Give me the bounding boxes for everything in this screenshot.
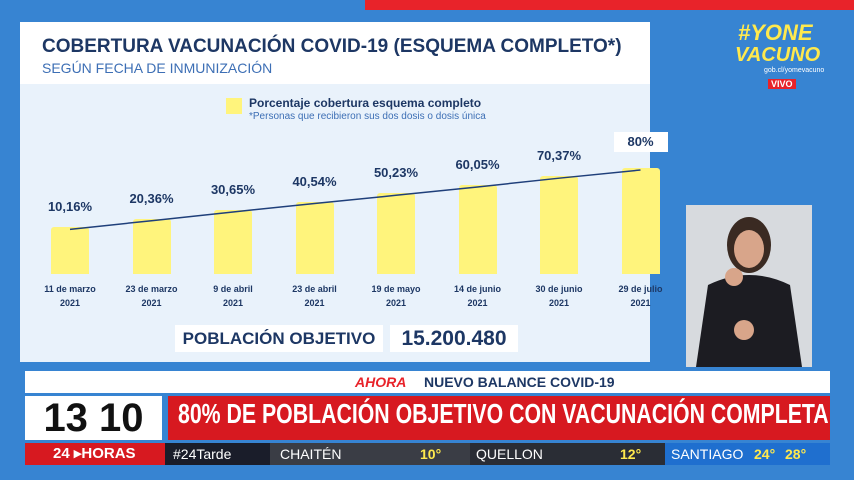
note: *Personas que recibieron sus dos dosis o… bbox=[249, 111, 486, 122]
logo-word: VACUNO bbox=[735, 44, 821, 66]
logo-url: gob.cl/yomevacuno bbox=[764, 67, 825, 74]
x-tick-label: 23 de marzo 2021 bbox=[125, 284, 178, 308]
value-label: 10,16% bbox=[47, 199, 93, 215]
x-tick-label: 23 de abril 2021 bbox=[292, 284, 337, 308]
headline: 80% DE POBLACIÓN OBJETIVO CON VACUNACIÓN… bbox=[178, 398, 829, 429]
show: #24Tarde bbox=[165, 443, 270, 465]
legend-swatch bbox=[226, 98, 242, 114]
bar bbox=[621, 168, 660, 274]
temp: 10° bbox=[420, 446, 442, 462]
city: SANTIAGO bbox=[671, 446, 744, 462]
brand: 24 ▸HORAS bbox=[25, 443, 165, 465]
x-tick-label: 29 de julio 2021 bbox=[618, 284, 663, 308]
logo-hashtag: #YONE bbox=[738, 20, 813, 45]
bar bbox=[214, 209, 252, 274]
value-label: 50,23% bbox=[373, 165, 419, 181]
x-tick-label: 30 de junio 2021 bbox=[535, 284, 583, 308]
x-tick-label: 19 de mayo 2021 bbox=[371, 284, 421, 308]
value-label: 40,54% bbox=[292, 173, 337, 189]
kicker: AHORA bbox=[355, 374, 407, 390]
interpreter bbox=[696, 217, 802, 367]
topic: NUEVO BALANCE COVID-19 bbox=[424, 374, 615, 390]
weather-1: QUELLON 12° bbox=[470, 443, 665, 465]
value-label: 30,65% bbox=[210, 181, 256, 197]
title: COBERTURA VACUNACIÓN COVID-19 (ESQUEMA C… bbox=[42, 36, 622, 57]
headline-bar bbox=[168, 396, 830, 440]
value-label: 60,05% bbox=[455, 156, 500, 172]
trend-line bbox=[69, 169, 641, 231]
bar bbox=[458, 184, 497, 274]
brand-num: 24 bbox=[53, 445, 70, 462]
bar bbox=[377, 193, 415, 274]
population-value: 15.200.480 bbox=[390, 325, 518, 352]
bar bbox=[51, 227, 89, 274]
subtitle: SEGÚN FECHA DE INMUNIZACIÓN bbox=[42, 60, 273, 76]
value-label: 20,36% bbox=[129, 190, 174, 206]
population-label: POBLACIÓN OBJETIVO bbox=[175, 325, 383, 352]
x-tick-label: 9 de abril 2021 bbox=[213, 284, 253, 308]
bar bbox=[540, 176, 578, 274]
x-tick-label: 14 de junio 2021 bbox=[453, 284, 501, 308]
temp: 24° bbox=[754, 446, 776, 462]
live-tag: VIVO bbox=[768, 79, 796, 89]
topic-bar bbox=[25, 371, 830, 393]
weather-0: CHAITÉN 10° bbox=[270, 443, 470, 465]
temp-high: 28° bbox=[785, 446, 807, 462]
city: CHAITÉN bbox=[280, 446, 342, 462]
interpreter-video bbox=[686, 205, 812, 367]
value-label: 70,37% bbox=[536, 148, 582, 164]
x-tick-label: 11 de marzo 2021 bbox=[44, 284, 96, 308]
city: QUELLON bbox=[476, 446, 543, 462]
legend-label: Porcentaje cobertura esquema completo bbox=[249, 96, 482, 110]
clock: 13 10 bbox=[25, 396, 162, 440]
temp: 12° bbox=[620, 446, 642, 462]
value-label: 80% bbox=[613, 132, 668, 152]
title-box bbox=[20, 22, 650, 84]
weather-2: SANTIAGO 24° 28° bbox=[665, 443, 830, 465]
bar bbox=[132, 218, 171, 274]
top-bar bbox=[365, 0, 854, 10]
brand-word: HORAS bbox=[81, 445, 136, 462]
bar bbox=[295, 201, 334, 274]
